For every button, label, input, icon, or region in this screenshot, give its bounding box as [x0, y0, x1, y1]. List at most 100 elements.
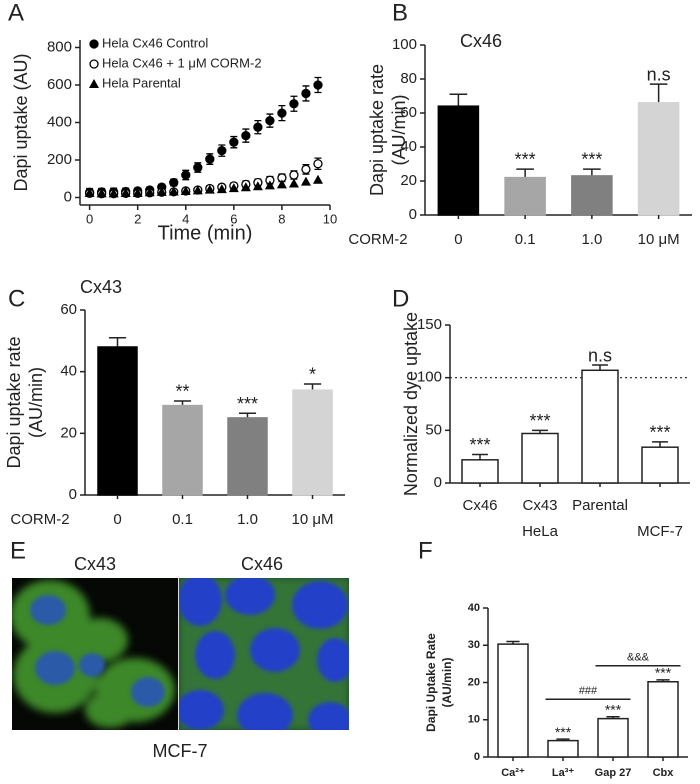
y-tick-label: 100 [417, 369, 442, 386]
y-tick-label: 40 [468, 602, 480, 614]
error-bar [592, 364, 608, 371]
legend-label: Hela Parental [102, 75, 181, 90]
y-tick-label: 60 [60, 301, 77, 318]
data-point [253, 122, 263, 132]
bar [581, 369, 619, 484]
y-tick-label: 100 [392, 36, 417, 53]
panel-letter: D [392, 285, 409, 312]
panel-letter: E [10, 537, 26, 564]
comparison-label: ### [579, 685, 598, 697]
data-point [96, 188, 107, 198]
legend-label: Hela Cx46 + 1 μM CORM-2 [102, 55, 262, 70]
y-axis-label: (AU/min) [26, 367, 46, 438]
data-point [216, 184, 227, 194]
x-tick-label: Cx46 [462, 497, 497, 514]
y-tick-label: 200 [47, 151, 72, 168]
data-point [313, 159, 323, 169]
data-point [84, 187, 95, 197]
x-tick-label: 4 [182, 211, 189, 226]
y-axis-label: Dapi uptake (AU) [11, 53, 31, 191]
data-point [277, 108, 287, 118]
x-tick-label: Cbx [653, 767, 675, 779]
comparison-label: &&& [627, 652, 650, 664]
bar [461, 459, 499, 484]
chart-panel: F 0 10 20 30 40 Dapi Uptake Rate (AU/min) Ca²⁺ **… [418, 537, 688, 779]
panel-letter: C [8, 285, 25, 312]
y-tick-label: 40 [400, 138, 417, 155]
data-point [265, 115, 275, 126]
legend-marker [89, 39, 99, 49]
x-tick-label: Gap 27 [595, 767, 632, 779]
data-point [132, 187, 143, 197]
bar [97, 346, 138, 496]
error-bar [238, 412, 257, 418]
y-axis-label: Dapi uptake rate [4, 336, 24, 468]
bar [437, 105, 480, 216]
y-tick-label: 30 [468, 639, 480, 651]
data-point [301, 164, 311, 175]
data-point [204, 184, 215, 194]
micrograph-panel: E Cx43 Cx46 MCF-7 [10, 537, 349, 761]
data-point [252, 181, 263, 191]
data-point [108, 188, 119, 198]
data-point [228, 183, 239, 193]
significance-label: n.s [588, 346, 612, 366]
x-tick-label: 10 μM [638, 231, 680, 248]
significance-label: *** [555, 724, 572, 740]
error-bar [303, 383, 322, 391]
y-axis-label: Dapi Uptake Rate [424, 633, 438, 732]
significance-label: *** [529, 411, 550, 431]
data-point [289, 99, 299, 109]
y-axis-label: (AU/min) [440, 658, 454, 708]
data-point [144, 187, 155, 197]
significance-label: *** [237, 394, 258, 414]
bar [162, 404, 203, 496]
data-point [156, 186, 167, 196]
data-point [313, 80, 323, 90]
chart-title: Cx43 [80, 277, 122, 297]
data-point [301, 88, 311, 99]
x-axis-label: CORM-2 [10, 511, 69, 528]
y-tick-label: 20 [60, 424, 77, 441]
chart-title: Cx46 [460, 31, 502, 51]
chart-panel: A 0 200 400 600 800 Dapi uptake (AU) 0 2 4 6 8 10 Tim… [8, 0, 337, 244]
bar [571, 175, 613, 216]
y-tick-label: 0 [474, 751, 480, 763]
panel-letter: A [8, 0, 24, 26]
legend-marker [89, 79, 99, 88]
x-tick-label: 10 [323, 211, 337, 226]
image-label: Cx46 [241, 554, 283, 574]
chart-panel: C Cx43 0 20 40 60 Dapi uptake rate (AU/min) 0 ** 0… [4, 277, 345, 528]
data-point [241, 130, 251, 141]
y-tick-label: 150 [417, 316, 442, 333]
chart-panel: B Cx46 0 20 40 60 80 100 Dapi uptake rate (AU/min… [348, 0, 692, 248]
y-tick-label: 60 [400, 104, 417, 121]
data-point [240, 182, 251, 192]
significance-label: *** [469, 435, 490, 455]
data-point [181, 170, 191, 180]
data-point [276, 179, 287, 189]
significance-label: *** [605, 701, 622, 717]
y-tick-label: 0 [434, 474, 442, 491]
group-label: HeLa [522, 523, 559, 540]
significance-label: *** [655, 665, 672, 681]
x-tick-label: 1.0 [581, 231, 602, 248]
x-tick-label: Cx43 [522, 497, 557, 514]
significance-label: ** [175, 381, 189, 401]
bar [641, 446, 679, 484]
error-bar [516, 168, 534, 178]
image-caption: MCF-7 [153, 741, 208, 761]
error-bar [173, 400, 192, 406]
x-tick-label: 6 [230, 211, 237, 226]
panel-letter: F [418, 537, 433, 564]
x-tick-label: 10 μM [292, 511, 334, 528]
x-tick-label: Ca²⁺ [501, 767, 525, 779]
error-bar [652, 441, 668, 448]
significance-label: n.s [647, 65, 671, 85]
data-point [120, 188, 131, 197]
y-tick-label: 800 [47, 38, 72, 55]
data-point [169, 177, 179, 188]
y-axis-label: (AU/min) [389, 95, 409, 166]
